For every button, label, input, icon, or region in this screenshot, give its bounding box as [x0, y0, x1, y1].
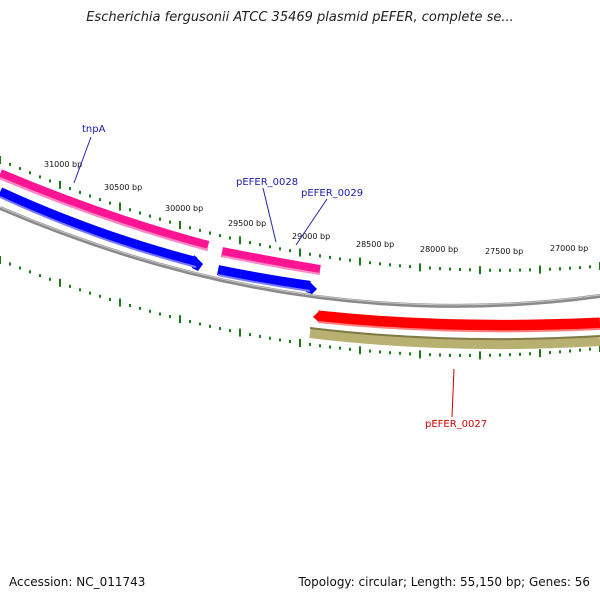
tick-label: 30500 bp — [104, 183, 142, 192]
cds-tnpA-arc[interactable] — [0, 187, 198, 267]
tick-label: 29000 bp — [292, 232, 330, 241]
gene-pEFER_0027-arc[interactable] — [317, 310, 600, 331]
accession-text: Accession: NC_011743 — [9, 575, 146, 589]
outer-tick-marks — [0, 156, 600, 275]
cds-pEFER_0028-arc[interactable] — [216, 265, 311, 291]
gene-label-pEFER_0027[interactable]: pEFER_0027 — [425, 419, 487, 430]
gene-pEFER_0028-arc-shade — [221, 255, 321, 275]
label-line-tnpA — [73, 136, 92, 184]
gene-pEFER_0028-arc[interactable] — [221, 247, 321, 275]
inner-tick-marks — [0, 256, 600, 360]
label-line-pEFER_0029 — [295, 198, 328, 246]
cds-pEFER_0027-arc-edge — [309, 327, 600, 341]
tick-label: 30000 bp — [165, 204, 203, 213]
map-title: Escherichia fergusonii ATCC 35469 plasmi… — [86, 10, 514, 25]
gene-label-tnpA[interactable]: tnpA — [82, 124, 106, 135]
tick-label: 27500 bp — [485, 247, 523, 256]
backbone-ring-highlight — [0, 206, 600, 306]
label-line-pEFER_0028 — [262, 187, 277, 243]
tick-label: 28000 bp — [420, 245, 458, 254]
gene-pEFER_0027-arrowhead — [313, 310, 320, 323]
gene-label-pEFER_0029[interactable]: pEFER_0029 — [301, 188, 363, 199]
backbone-ring — [0, 206, 600, 308]
cds-tnpA-arc-shade — [0, 196, 197, 268]
gene-tnpA-arc-shade — [0, 177, 209, 251]
tick-label: 31000 bp — [44, 160, 82, 169]
gene-label-pEFER_0028[interactable]: pEFER_0028 — [236, 177, 298, 188]
cds-tnpA-arrowhead — [192, 255, 203, 271]
label-line-pEFER_0027 — [451, 368, 455, 418]
topology-summary: Topology: circular; Length: 55,150 bp; G… — [298, 575, 590, 589]
gene-pEFER_0027-arc-shade — [317, 321, 600, 333]
cds-pEFER_0027-arc[interactable] — [309, 328, 600, 350]
tick-label: 28500 bp — [356, 240, 394, 249]
tick-label: 29500 bp — [228, 219, 266, 228]
cds-pEFER_0028-arc-shade — [217, 274, 311, 292]
tick-label: 27000 bp — [550, 244, 588, 253]
gene-tnpA-arc[interactable] — [0, 169, 210, 251]
tick-labels: 31000 bp 30500 bp 30000 bp 29500 bp 29000 bp… — [44, 160, 588, 256]
